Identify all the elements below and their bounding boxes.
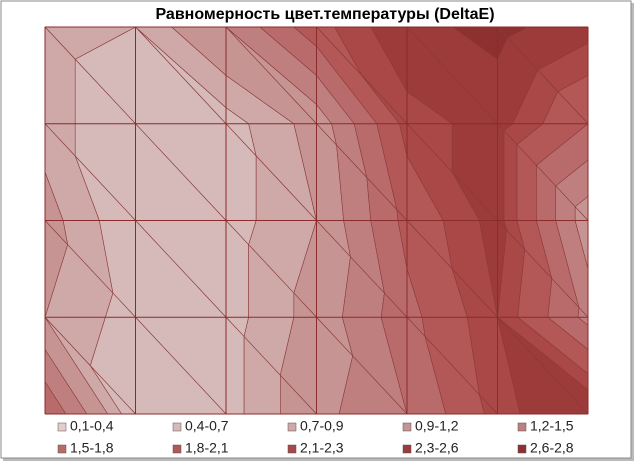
legend-swatch [57, 422, 67, 432]
legend-label: 2,1-2,3 [300, 440, 344, 456]
chart-title: Равномерность цвет.температуры (DeltaE) [155, 6, 494, 23]
legend-label: 1,2-1,5 [530, 418, 574, 434]
contour-region [497, 123, 505, 221]
contour-region [503, 130, 518, 221]
legend-swatch [287, 422, 297, 432]
legend-swatch [517, 444, 527, 454]
legend: 0,1-0,4 0,4-0,7 0,7-0,9 0,9-1,2 1,2-1,5 1,5-1… [57, 418, 574, 456]
legend-label: 2,6-2,8 [530, 440, 574, 456]
legend-label: 0,7-0,9 [300, 418, 344, 434]
legend-swatch [172, 422, 182, 432]
legend-label: 0,4-0,7 [185, 418, 229, 434]
legend-swatch [402, 444, 412, 454]
legend-swatch [172, 444, 182, 454]
legend-label: 1,8-2,1 [185, 440, 229, 456]
legend-swatch [287, 444, 297, 454]
plot-area [44, 26, 589, 415]
legend-swatch [57, 444, 67, 454]
legend-swatch [517, 422, 527, 432]
legend-label: 2,3-2,6 [415, 440, 459, 456]
legend-swatch [402, 422, 412, 432]
legend-label: 0,1-0,4 [70, 418, 114, 434]
legend-label: 1,5-1,8 [70, 440, 114, 456]
legend-label: 0,9-1,2 [415, 418, 459, 434]
